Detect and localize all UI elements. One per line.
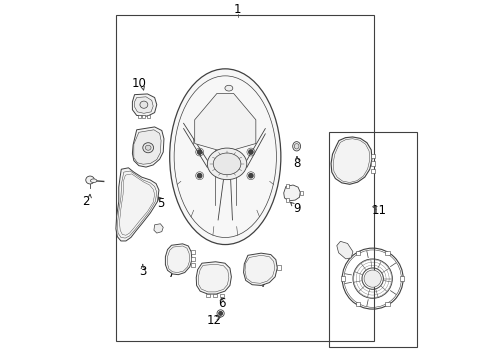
Text: 7: 7 — [168, 267, 175, 280]
Polygon shape — [337, 241, 353, 259]
Bar — [191, 263, 195, 267]
Ellipse shape — [225, 85, 233, 91]
Bar — [213, 294, 217, 297]
Polygon shape — [132, 127, 164, 167]
Bar — [205, 294, 210, 297]
Ellipse shape — [91, 179, 97, 183]
Ellipse shape — [146, 145, 151, 150]
Text: 3: 3 — [139, 265, 147, 278]
Bar — [276, 265, 281, 270]
Ellipse shape — [86, 176, 95, 184]
Ellipse shape — [207, 148, 247, 180]
Circle shape — [364, 270, 381, 287]
Ellipse shape — [294, 144, 299, 149]
Bar — [329, 132, 417, 347]
Text: 8: 8 — [294, 157, 301, 170]
Circle shape — [219, 312, 222, 315]
Bar — [356, 302, 360, 306]
Polygon shape — [244, 253, 277, 285]
Bar — [371, 161, 375, 166]
Polygon shape — [166, 244, 192, 275]
Ellipse shape — [143, 143, 153, 153]
Text: 6: 6 — [218, 297, 225, 310]
Bar — [147, 116, 149, 118]
Bar — [371, 168, 375, 173]
Polygon shape — [284, 185, 300, 201]
Bar — [138, 116, 141, 118]
Text: 11: 11 — [372, 204, 387, 217]
Bar — [299, 191, 303, 195]
Bar — [385, 302, 390, 306]
Bar — [143, 116, 146, 118]
Bar — [286, 184, 289, 188]
Polygon shape — [134, 130, 161, 164]
Polygon shape — [331, 137, 372, 184]
Circle shape — [197, 174, 202, 178]
Text: 1: 1 — [234, 3, 242, 16]
Text: 4: 4 — [257, 278, 265, 291]
Bar — [286, 198, 289, 202]
Bar — [191, 257, 195, 261]
Circle shape — [249, 150, 253, 154]
Bar — [220, 294, 224, 297]
Circle shape — [249, 174, 253, 178]
Text: 2: 2 — [82, 195, 89, 208]
Polygon shape — [132, 94, 157, 116]
Bar — [191, 250, 195, 253]
Bar — [400, 276, 404, 281]
Bar — [341, 276, 345, 281]
Bar — [116, 15, 374, 341]
Circle shape — [197, 150, 202, 154]
Polygon shape — [154, 224, 163, 233]
Ellipse shape — [140, 101, 148, 108]
Bar — [356, 251, 360, 255]
Ellipse shape — [293, 141, 300, 151]
Bar — [385, 251, 390, 255]
Text: 9: 9 — [293, 202, 301, 215]
Bar — [371, 154, 375, 158]
Polygon shape — [196, 262, 231, 294]
Text: 12: 12 — [207, 314, 222, 327]
Ellipse shape — [170, 69, 281, 244]
Polygon shape — [116, 168, 159, 241]
Text: 5: 5 — [157, 197, 165, 210]
Polygon shape — [135, 97, 153, 113]
Ellipse shape — [213, 153, 241, 175]
Text: 10: 10 — [132, 77, 147, 90]
Polygon shape — [195, 94, 256, 152]
